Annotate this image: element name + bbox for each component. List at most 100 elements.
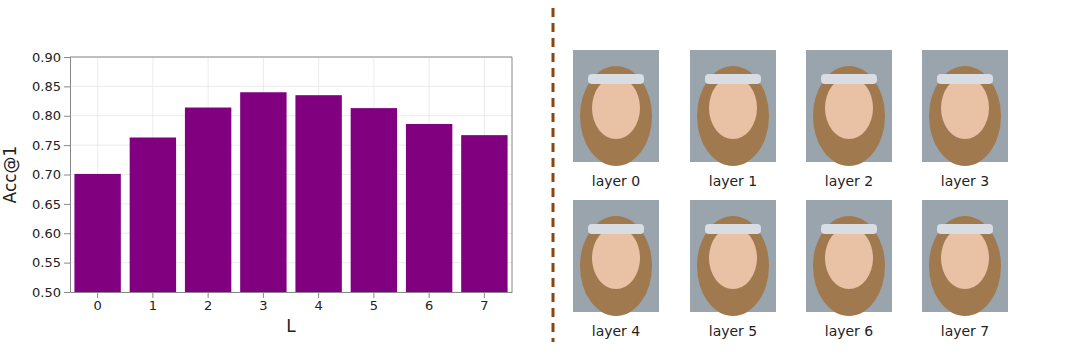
image-caption: layer 6 [825,323,874,339]
tick-mark [64,263,70,264]
bar [240,92,286,292]
tick: 1 [149,292,157,313]
tick-label: 6 [425,298,433,313]
image-caption: layer 1 [709,173,757,189]
tick-label: 4 [314,298,322,313]
tick-label: 2 [204,298,212,313]
image-face [592,227,640,289]
image-grid: layer 0 layer 1 layer 2 layer 3 layer 4 layer… [573,50,1008,339]
bar [351,108,397,292]
tick: 4 [314,292,322,313]
tick-label: 3 [259,298,267,313]
divider [552,8,555,342]
y-axis: 0.50 0.55 0.60 0.65 0.70 0.75 0.80 0.85 0.90 [32,50,70,300]
image-cell: layer 7 [922,200,1008,339]
tick-label: 0.55 [32,255,61,270]
tick-mark [64,116,70,117]
tick: 6 [425,292,433,313]
x-axis: 0 1 2 3 4 5 6 7 [71,292,513,313]
tick-mark [318,292,319,298]
grid-line [70,86,512,87]
tick-mark [484,292,485,298]
tick: 5 [370,292,378,313]
image-headband [937,74,993,84]
tick: 3 [259,292,267,313]
image-face [709,227,757,289]
tick-label: 0.90 [32,50,61,65]
image-hair [697,66,769,166]
plot-background [70,57,512,292]
image-face [709,77,757,139]
image-hair [813,66,885,166]
image-headband [821,74,877,84]
image-cell: layer 3 [922,50,1008,189]
y-axis-title: Acc@1 [0,146,20,204]
tick-label: 0.75 [32,138,61,153]
image-cell: layer 2 [806,50,892,189]
tick: 0.70 [32,167,70,182]
tick: 0.75 [32,138,70,153]
plot-frame [70,57,512,292]
tick-label: 0.50 [32,285,61,300]
image-hair [929,216,1001,316]
image-hair [813,216,885,316]
image-headband [705,224,761,234]
tick-label: 1 [149,298,157,313]
bar [295,95,341,292]
image-face [592,77,640,139]
tick-label: 0.80 [32,108,61,123]
tick: 0.85 [32,79,70,94]
bar [185,108,231,292]
image-cell: layer 1 [690,50,776,189]
tick-label: 7 [480,298,488,313]
image-caption: layer 5 [709,323,757,339]
image-cell: layer 4 [573,200,659,339]
image-cell: layer 6 [806,200,892,339]
bar [74,174,120,292]
image-caption: layer 7 [941,323,989,339]
image-hair [580,216,652,316]
tick-mark [97,292,98,298]
tick-mark [373,292,374,298]
tick-label: 0.85 [32,79,61,94]
grid [70,57,512,292]
tick-mark [64,145,70,146]
bars [74,92,507,292]
tick: 2 [204,292,212,313]
bar [130,137,176,292]
tick: 0.65 [32,197,70,212]
image-headband [588,74,644,84]
tick: 0.90 [32,50,70,65]
tick-mark [64,175,70,176]
tick: 7 [480,292,488,313]
x-axis-title: L [286,316,296,336]
image-caption: layer 2 [825,173,873,189]
tick: 0.50 [32,285,70,300]
tick: 0.60 [32,226,70,241]
image-cell: layer 0 [573,50,659,189]
tick: 0 [93,292,101,313]
tick-mark [429,292,430,298]
axis-line [71,292,513,293]
bar [406,124,452,292]
tick-label: 0.60 [32,226,61,241]
image-face [941,227,989,289]
tick-mark [208,292,209,298]
image-face [825,77,873,139]
tick-label: 0.65 [32,197,61,212]
tick-mark [263,292,264,298]
tick-mark [64,86,70,87]
tick-mark [64,233,70,234]
image-caption: layer 0 [592,173,640,189]
tick: 0.55 [32,255,70,270]
image-face [825,227,873,289]
image-headband [821,224,877,234]
image-caption: layer 3 [941,173,989,189]
tick-label: 5 [370,298,378,313]
tick-label: 0 [93,298,101,313]
image-hair [929,66,1001,166]
image-headband [588,224,644,234]
image-hair [697,216,769,316]
tick-mark [152,292,153,298]
image-hair [580,66,652,166]
